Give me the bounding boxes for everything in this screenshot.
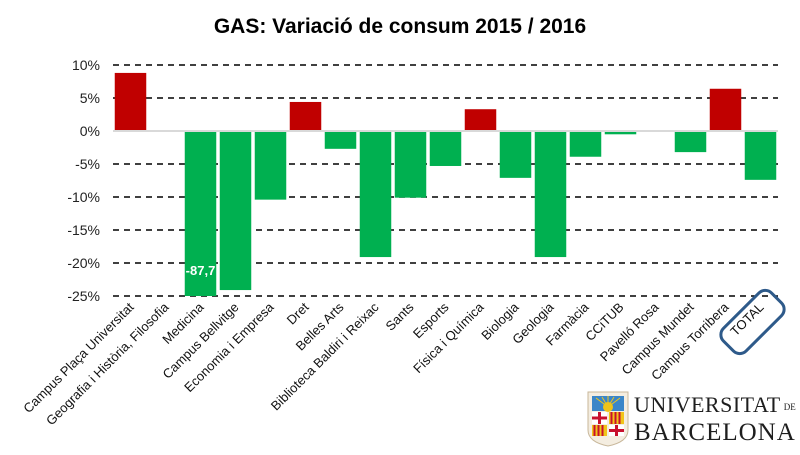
bar-biblioteca-baldiri-i-reixac: [359, 131, 392, 258]
highlight-box: [719, 288, 786, 356]
logo-shield-icon: [587, 391, 629, 447]
chart-title: GAS: Variació de consum 2015 / 2016: [214, 15, 586, 38]
y-tick-label: -20%: [67, 255, 100, 271]
bar-esports: [429, 131, 462, 166]
logo-text-barcelona: BARCELONA: [634, 419, 796, 446]
y-tick-label: 5%: [80, 90, 100, 106]
university-logo: UNIVERSITAT DE BARCELONA: [587, 391, 796, 447]
logo-text-de: DE: [784, 402, 796, 412]
y-tick-label: -10%: [67, 189, 100, 205]
bars: [114, 72, 777, 296]
y-tick-label: 10%: [72, 57, 100, 73]
bar-total: [744, 131, 777, 180]
y-axis: 10% 5% 0% -5% -10% -15% -20% -25%: [67, 57, 100, 304]
bar-campus-bellvitge: [219, 131, 252, 291]
bar-economia-i-empresa: [254, 131, 287, 200]
y-tick-label: -25%: [67, 288, 100, 304]
bar-dret: [289, 101, 322, 131]
x-tick-label: Dret: [284, 299, 312, 327]
data-label: -87,7: [186, 263, 216, 278]
bar-belles-arts: [324, 131, 357, 149]
data-labels: -87,7: [186, 263, 216, 278]
bar-ccitub: [604, 131, 637, 135]
y-tick-label: 0%: [80, 123, 100, 139]
bar-medicina: [184, 131, 217, 296]
y-tick-label: -15%: [67, 222, 100, 238]
bar-sants: [394, 131, 427, 198]
bar-campus-pla-a-universitat: [114, 72, 147, 131]
logo-text-universitat: UNIVERSITAT: [634, 392, 781, 417]
bar-campus-torribera: [709, 88, 742, 131]
total-highlight-box: [719, 288, 786, 356]
bar-geologia: [534, 131, 567, 258]
bar-campus-mundet: [674, 131, 707, 153]
bar-f-sica-i-qu-mica: [464, 109, 497, 131]
y-tick-label: -5%: [75, 156, 100, 172]
bar-farm-cia: [569, 131, 602, 157]
bar-biologia: [499, 131, 532, 178]
